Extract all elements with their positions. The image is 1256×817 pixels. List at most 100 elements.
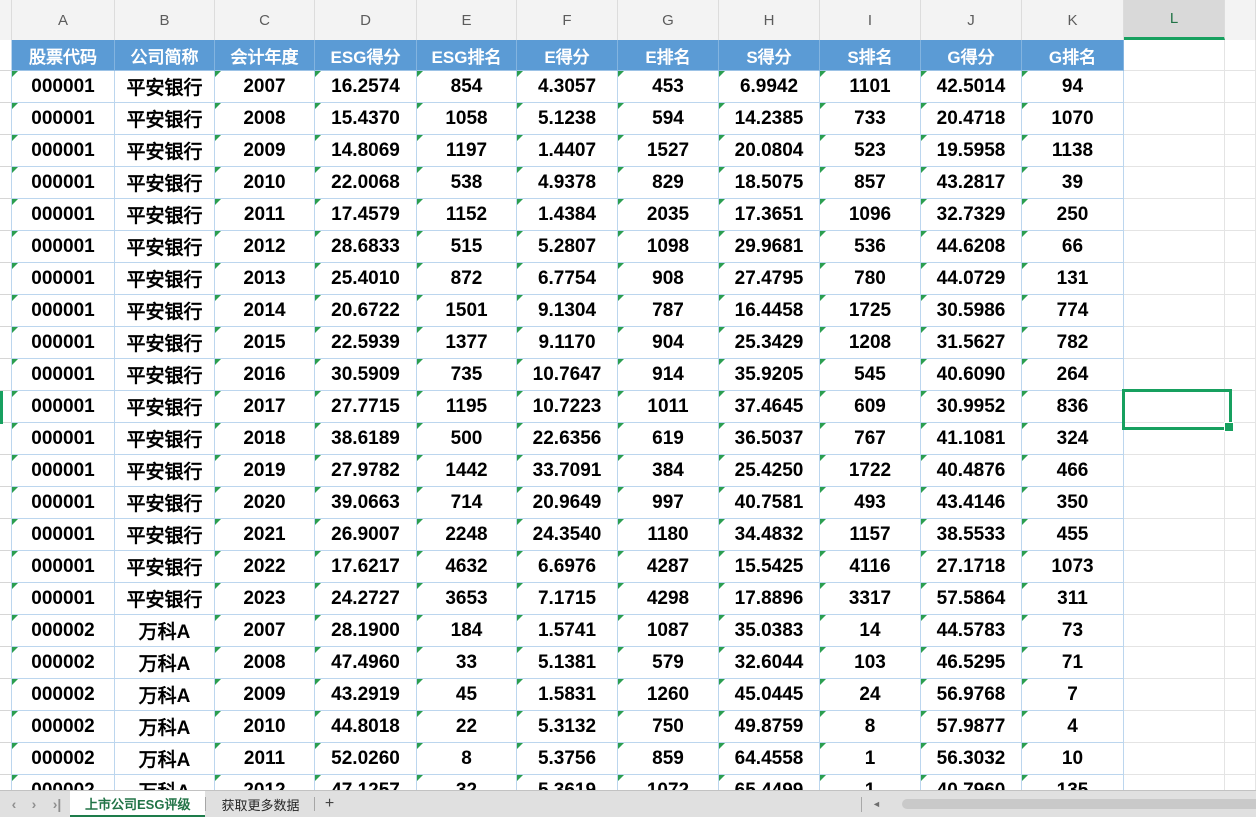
cell[interactable]: 25.4010	[315, 263, 417, 295]
empty-cell[interactable]	[1225, 103, 1256, 135]
table-header-cell[interactable]: S得分	[719, 40, 820, 71]
cell[interactable]: 平安银行	[115, 327, 215, 359]
cell[interactable]: 7	[1022, 679, 1124, 711]
empty-cell[interactable]	[1124, 295, 1225, 327]
column-header-A[interactable]: A	[12, 0, 115, 40]
cell[interactable]: 44.8018	[315, 711, 417, 743]
cell[interactable]: 000001	[12, 359, 115, 391]
column-header-F[interactable]: F	[517, 0, 618, 40]
cell[interactable]: 31.5627	[921, 327, 1022, 359]
cell[interactable]: 27.7715	[315, 391, 417, 423]
cell[interactable]: 750	[618, 711, 719, 743]
cell[interactable]: 538	[417, 167, 517, 199]
cell[interactable]: 997	[618, 487, 719, 519]
cell[interactable]: 27.1718	[921, 551, 1022, 583]
cell[interactable]: 914	[618, 359, 719, 391]
cell[interactable]: 16.4458	[719, 295, 820, 327]
cell[interactable]: 466	[1022, 455, 1124, 487]
cell[interactable]: 40.7960	[921, 775, 1022, 790]
cell[interactable]: 平安银行	[115, 167, 215, 199]
empty-cell[interactable]	[1225, 615, 1256, 647]
cell[interactable]: 1725	[820, 295, 921, 327]
cell[interactable]: 2016	[215, 359, 315, 391]
cell[interactable]: 45	[417, 679, 517, 711]
cell[interactable]: 4116	[820, 551, 921, 583]
empty-cell[interactable]	[1225, 647, 1256, 679]
cell[interactable]: 30.5909	[315, 359, 417, 391]
cell[interactable]: 73	[1022, 615, 1124, 647]
cell[interactable]: 平安银行	[115, 263, 215, 295]
cell[interactable]: 3653	[417, 583, 517, 615]
cell[interactable]: 000001	[12, 71, 115, 103]
empty-cell[interactable]	[1225, 295, 1256, 327]
table-header-cell[interactable]: E得分	[517, 40, 618, 71]
empty-cell[interactable]	[1225, 743, 1256, 775]
cell[interactable]: 22.0068	[315, 167, 417, 199]
empty-cell[interactable]	[1225, 263, 1256, 295]
cell[interactable]: 15.4370	[315, 103, 417, 135]
empty-cell[interactable]	[1225, 71, 1256, 103]
cell[interactable]: 000002	[12, 775, 115, 790]
cell[interactable]: 38.5533	[921, 519, 1022, 551]
add-sheet-button[interactable]: +	[324, 795, 335, 812]
cell[interactable]: 17.4579	[315, 199, 417, 231]
cell[interactable]: 2015	[215, 327, 315, 359]
cell[interactable]: 000001	[12, 327, 115, 359]
cell[interactable]: 1501	[417, 295, 517, 327]
column-header-I[interactable]: I	[820, 0, 921, 40]
cell[interactable]: 311	[1022, 583, 1124, 615]
cell[interactable]: 774	[1022, 295, 1124, 327]
cell[interactable]: 1377	[417, 327, 517, 359]
cell[interactable]: 908	[618, 263, 719, 295]
cell[interactable]: 859	[618, 743, 719, 775]
cell[interactable]: 8	[820, 711, 921, 743]
cell[interactable]: 49.8759	[719, 711, 820, 743]
cell[interactable]: 000002	[12, 615, 115, 647]
cell[interactable]: 34.4832	[719, 519, 820, 551]
cell[interactable]: 453	[618, 71, 719, 103]
cell[interactable]: 2248	[417, 519, 517, 551]
cell[interactable]: 2022	[215, 551, 315, 583]
cell[interactable]: 000001	[12, 551, 115, 583]
cell[interactable]: 904	[618, 327, 719, 359]
empty-cell[interactable]	[1225, 455, 1256, 487]
empty-cell[interactable]	[1124, 167, 1225, 199]
cell[interactable]: 10.7647	[517, 359, 618, 391]
cell[interactable]: 250	[1022, 199, 1124, 231]
empty-cell[interactable]	[1124, 455, 1225, 487]
cell[interactable]: 30.5986	[921, 295, 1022, 327]
cell[interactable]: 4298	[618, 583, 719, 615]
sheet-nav-prev-icon[interactable]: ‹	[11, 796, 17, 812]
cell[interactable]: 10.7223	[517, 391, 618, 423]
cell[interactable]: 3317	[820, 583, 921, 615]
cell[interactable]: 2035	[618, 199, 719, 231]
cell[interactable]: 24	[820, 679, 921, 711]
cell[interactable]: 5.2807	[517, 231, 618, 263]
cell[interactable]: 1442	[417, 455, 517, 487]
cell[interactable]: 000001	[12, 295, 115, 327]
cell[interactable]: 1.4384	[517, 199, 618, 231]
table-header-cell[interactable]: G排名	[1022, 40, 1124, 71]
cell[interactable]: 000001	[12, 199, 115, 231]
cell[interactable]: 20.4718	[921, 103, 1022, 135]
cell[interactable]: 609	[820, 391, 921, 423]
cell[interactable]: 854	[417, 71, 517, 103]
cell[interactable]: 2023	[215, 583, 315, 615]
cell[interactable]: 万科A	[115, 679, 215, 711]
cell[interactable]: 10	[1022, 743, 1124, 775]
cell[interactable]: 619	[618, 423, 719, 455]
cell[interactable]: 71	[1022, 647, 1124, 679]
cell[interactable]: 7.1715	[517, 583, 618, 615]
cell[interactable]: 000001	[12, 455, 115, 487]
cell[interactable]: 1157	[820, 519, 921, 551]
cell[interactable]: 平安银行	[115, 391, 215, 423]
cell[interactable]: 万科A	[115, 711, 215, 743]
cell[interactable]: 1.5741	[517, 615, 618, 647]
empty-cell[interactable]	[1124, 551, 1225, 583]
cell[interactable]: 平安银行	[115, 295, 215, 327]
cell[interactable]: 44.6208	[921, 231, 1022, 263]
cell[interactable]: 32.6044	[719, 647, 820, 679]
cell[interactable]: 1722	[820, 455, 921, 487]
cell[interactable]: 1072	[618, 775, 719, 790]
table-header-cell[interactable]: 公司简称	[115, 40, 215, 71]
